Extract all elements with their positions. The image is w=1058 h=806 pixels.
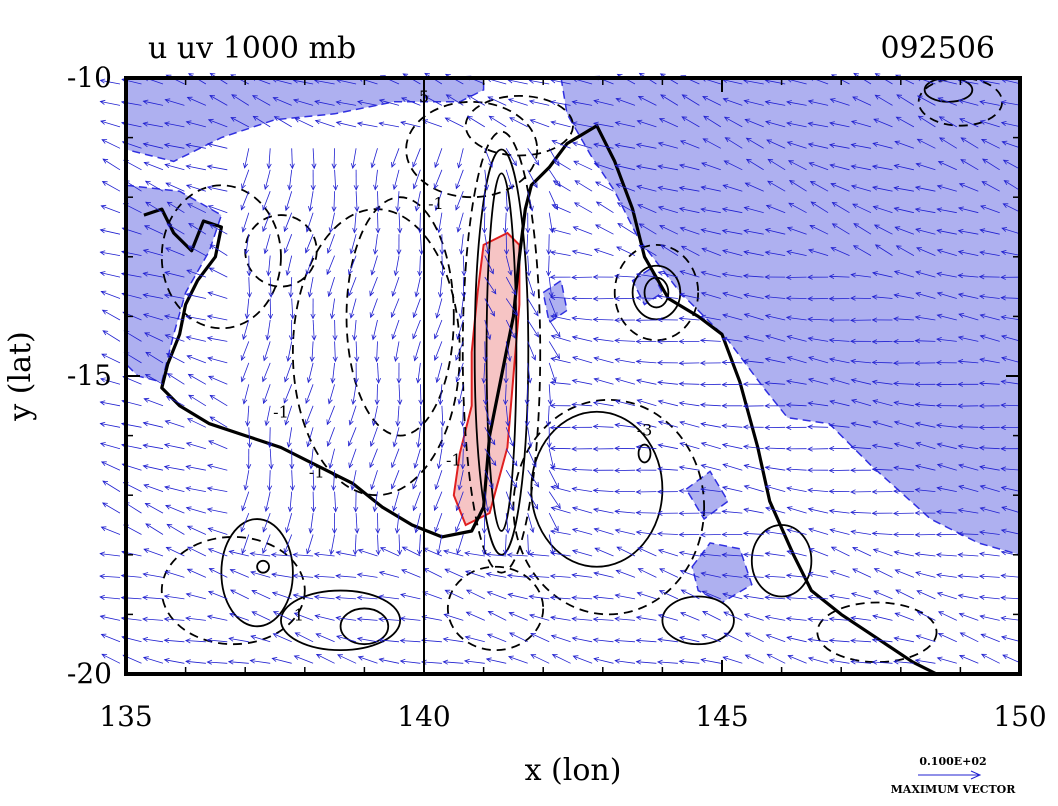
wind-vector: [527, 406, 528, 426]
wind-vector: [377, 384, 378, 404]
wind-vector: [420, 213, 421, 233]
y-tick-label: -15: [67, 359, 112, 392]
y-axis-label: y (lat): [3, 331, 38, 421]
x-tick-label: 145: [695, 700, 748, 733]
x-tick-label: 135: [99, 700, 152, 733]
wind-vector: [485, 341, 486, 361]
wind-vector: [463, 277, 464, 297]
wind-vector: [270, 427, 271, 447]
chart-title-right: 092506: [880, 31, 995, 66]
contour-label: -1: [446, 450, 462, 469]
contour-label: -3: [637, 421, 653, 440]
wind-vector: [313, 492, 314, 512]
contour-label: -1: [428, 194, 444, 213]
x-tick-label: 150: [993, 700, 1046, 733]
wind-vector: [894, 491, 914, 492]
wind-vector: [549, 234, 550, 254]
x-axis-label: x (lon): [525, 753, 622, 788]
y-tick-label: -20: [67, 657, 112, 690]
contour-label: -1: [273, 403, 289, 422]
wind-vector: [873, 362, 893, 363]
x-tick-label: 140: [397, 700, 450, 733]
contour-label: -1: [309, 462, 325, 481]
wind-vector: [335, 320, 336, 340]
chart-title: u uv 1000 mb: [148, 31, 356, 66]
y-tick-label: -10: [67, 61, 112, 94]
contour-label: 1: [294, 605, 304, 624]
wind-vector: [636, 513, 656, 514]
vector-key-caption: MAXIMUM VECTOR: [891, 783, 1017, 796]
vector-key-value: 0.100E+02: [919, 755, 986, 768]
